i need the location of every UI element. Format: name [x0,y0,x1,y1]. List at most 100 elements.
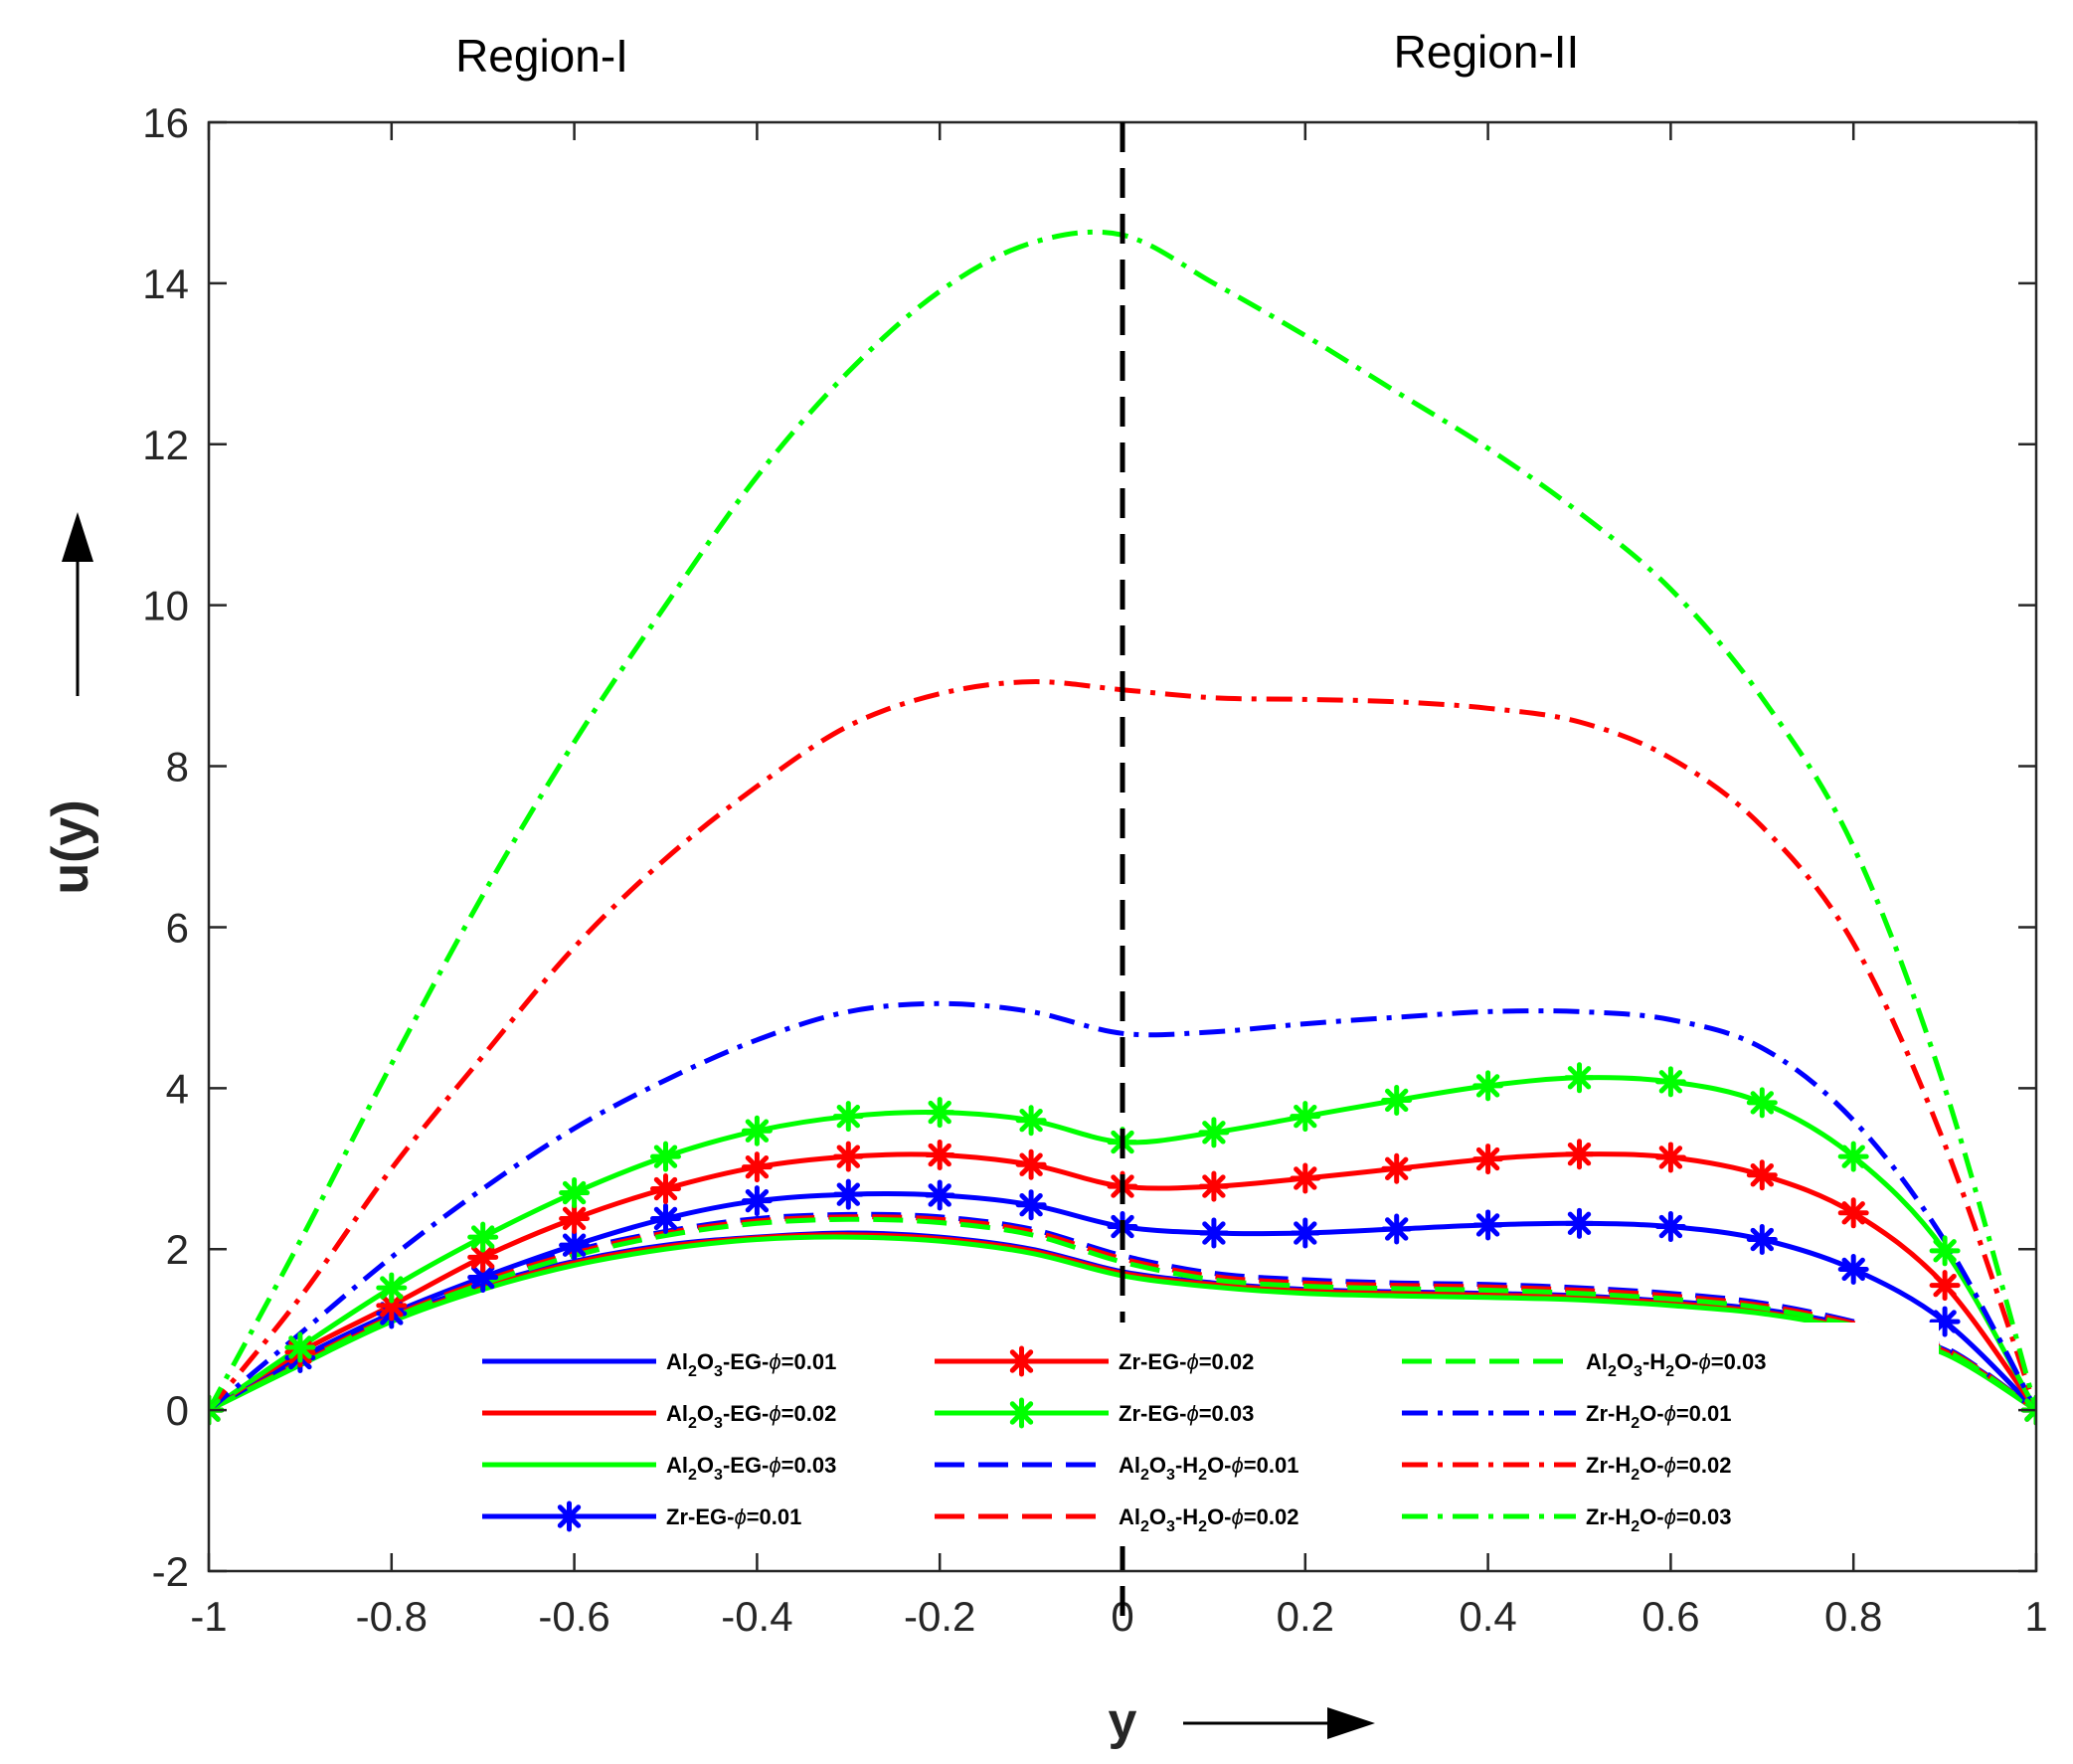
y-tick-label: 6 [166,904,189,951]
series-point-s6-13 [1381,1084,1413,1116]
series-point-s5-9 [1015,1148,1047,1180]
series-point-s5-5 [650,1173,681,1205]
series-point-s6-15 [1564,1062,1595,1094]
legend-item-s7: Al2​O3​-H2​O-ϕ=0.01 [935,1453,1298,1484]
series-point-s4-17 [1746,1224,1778,1256]
series-point-s6-8 [924,1097,955,1129]
series-point-s5-4 [559,1202,591,1234]
series-point-s4-6 [741,1185,773,1217]
series-point-s5-19 [1929,1270,1961,1302]
legend-label-s3: Al2​O3​-EG-ϕ=0.03 [666,1453,836,1484]
y-axis-title: u(y) [42,799,99,894]
y-tick-label: 0 [166,1387,189,1434]
series-point-s5-6 [741,1151,773,1183]
y-tick-label: -2 [152,1548,189,1595]
series-point-s4-14 [1472,1209,1504,1241]
legend-label-s9: Al2​O3​-H2​O-ϕ=0.03 [1586,1349,1766,1380]
legend-background [467,1323,1939,1546]
series-point-s5-16 [1654,1142,1686,1173]
y-tick-label: 14 [142,261,189,307]
legend-item-s2: Al2​O3​-EG-ϕ=0.02 [482,1401,836,1432]
series-point-s4-13 [1381,1213,1413,1245]
series-point-s6-2 [376,1272,408,1304]
series-point-s6-17 [1746,1087,1778,1119]
legend-label-s6: Zr-EG-ϕ=0.03 [1119,1401,1254,1426]
series-point-s5-13 [1381,1152,1413,1184]
legend-marker-s4 [554,1500,585,1532]
series-point-s4-18 [1837,1253,1869,1285]
legend-label-s10: Zr-H2​O-ϕ=0.01 [1586,1401,1732,1432]
y-tick-label: 8 [166,744,189,791]
region-ii-label: Region-II [1394,26,1580,78]
legend-marker-s6 [1006,1397,1037,1429]
legend-label-s1: Al2​O3​-EG-ϕ=0.01 [666,1349,836,1380]
x-tick-label: -0.4 [721,1593,792,1640]
legend: Al2​O3​-EG-ϕ=0.01 Al2​O3​-EG-ϕ=0.02 Al2​O3… [467,1323,1939,1546]
y-tick-label: 2 [166,1226,189,1273]
x-tick-label: -1 [190,1593,227,1640]
series-point-s5-15 [1564,1139,1595,1170]
series-point-s5-7 [832,1141,864,1172]
series-point-s6-12 [1290,1101,1321,1133]
series-point-s6-4 [559,1177,591,1209]
y-axis-arrow [62,512,93,696]
legend-item-s10: Zr-H2​O-ϕ=0.01 [1402,1401,1732,1432]
x-tick-label: 0 [1111,1593,1133,1640]
series-point-s6-6 [741,1115,773,1147]
legend-item-s3: Al2​O3​-EG-ϕ=0.03 [482,1453,836,1484]
series-point-s6-18 [1837,1141,1869,1172]
series-line-s10 [209,1000,2036,1413]
series-point-s4-16 [1654,1211,1686,1243]
y-tick-label: 4 [166,1065,189,1112]
x-tick-label: 0.6 [1641,1593,1699,1640]
series-point-s6-7 [832,1101,864,1133]
legend-item-s5: Zr-EG-ϕ=0.02 [935,1345,1254,1377]
series-point-s4-9 [1015,1189,1047,1221]
series-point-s6-19 [1929,1235,1961,1267]
series-point-s5-8 [924,1140,955,1171]
y-tick-label: 10 [142,583,189,629]
legend-item-s12: Zr-H2​O-ϕ=0.03 [1402,1504,1732,1535]
legend-label-s11: Zr-H2​O-ϕ=0.02 [1586,1453,1732,1484]
series-point-s5-12 [1290,1162,1321,1194]
series-point-s4-7 [832,1178,864,1210]
series-point-s5-14 [1472,1144,1504,1175]
series-point-s6-16 [1654,1066,1686,1098]
x-axis-arrow [1183,1707,1375,1739]
legend-item-s11: Zr-H2​O-ϕ=0.02 [1402,1453,1732,1484]
series-point-s6-5 [650,1141,681,1172]
x-tick-label: -0.8 [356,1593,428,1640]
legend-label-s8: Al2​O3​-H2​O-ϕ=0.02 [1119,1504,1298,1535]
series-point-s4-11 [1198,1217,1230,1249]
legend-item-s6: Zr-EG-ϕ=0.03 [935,1397,1254,1429]
x-tick-label: -0.2 [904,1593,975,1640]
series-point-s5-17 [1746,1159,1778,1191]
legend-label-s12: Zr-H2​O-ϕ=0.03 [1586,1504,1732,1535]
x-tick-label: 0.8 [1824,1593,1882,1640]
series-point-s6-14 [1472,1070,1504,1102]
legend-item-s4: Zr-EG-ϕ=0.01 [482,1500,801,1532]
legend-label-s4: Zr-EG-ϕ=0.01 [666,1504,801,1529]
region-i-label: Region-I [455,30,628,82]
series-point-s4-4 [559,1229,591,1261]
series-point-s4-5 [650,1202,681,1234]
series-point-s6-9 [1015,1105,1047,1137]
series-point-s4-8 [924,1179,955,1211]
y-tick-label: 12 [142,422,189,468]
x-tick-label: 0.4 [1459,1593,1516,1640]
legend-marker-s5 [1006,1345,1037,1377]
series-point-s6-1 [284,1331,316,1363]
legend-label-s7: Al2​O3​-H2​O-ϕ=0.01 [1119,1453,1298,1484]
x-axis-title: y [1109,1692,1137,1750]
series-point-s5-18 [1837,1197,1869,1229]
legend-label-s5: Zr-EG-ϕ=0.02 [1119,1349,1254,1374]
legend-item-s1: Al2​O3​-EG-ϕ=0.01 [482,1349,836,1380]
legend-item-s9: Al2​O3​-H2​O-ϕ=0.03 [1402,1349,1766,1380]
x-tick-label: 1 [2024,1593,2047,1640]
series-point-s4-15 [1564,1207,1595,1239]
legend-item-s8: Al2​O3​-H2​O-ϕ=0.02 [935,1504,1298,1535]
series-point-s4-12 [1290,1217,1321,1249]
x-tick-label: -0.6 [538,1593,609,1640]
series-point-s6-11 [1198,1117,1230,1148]
